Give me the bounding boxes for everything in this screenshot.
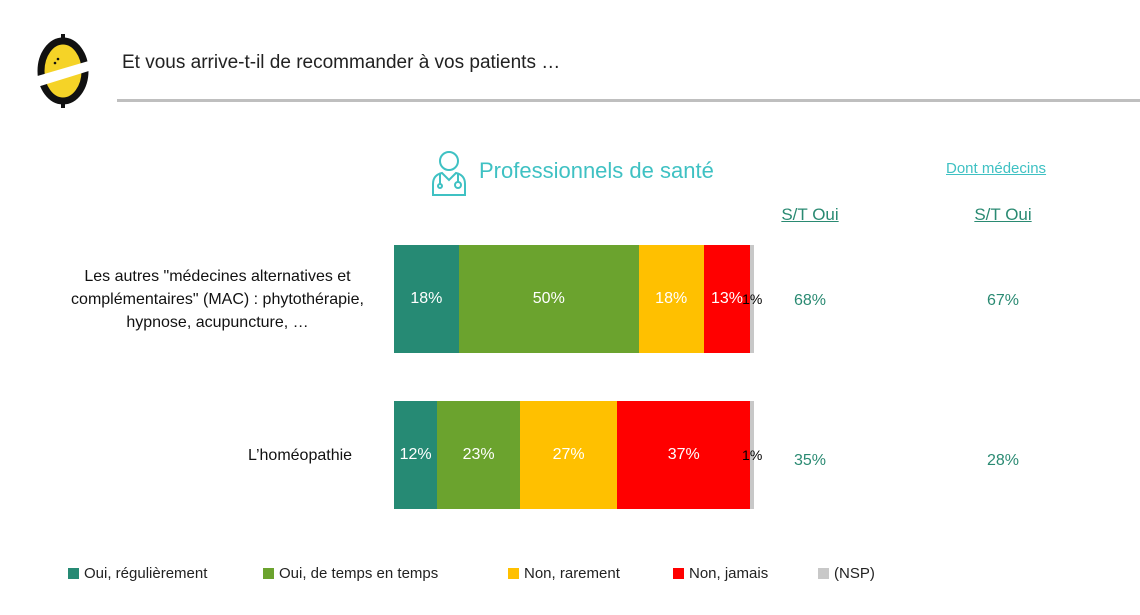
data-label: 1% [742,291,763,307]
chart-title: Professionnels de santé [479,158,714,183]
bar-row-mac: 18% 50% 18% 13% 1% [394,245,762,353]
legend-swatch [508,568,519,579]
legend-label: Non, rarement [524,565,620,582]
legend-item: Non, jamais [673,565,818,582]
legend-label: Non, jamais [689,565,769,582]
legend-swatch [673,568,684,579]
data-label: 12% [399,446,432,463]
dont-medecins-link[interactable]: Dont médecins [946,160,1047,177]
legend-item: (NSP) [818,565,898,582]
legend-label: Oui, régulièrement [84,565,208,582]
st-oui-header: S/T Oui [781,205,839,224]
data-label: 23% [462,446,495,463]
bar-segment: 1% [742,401,762,509]
bar-segment: 50% [458,245,639,353]
legend-label: (NSP) [834,565,875,582]
bar-segment: 37% [617,401,751,509]
bar-segment: 18% [394,245,459,353]
doctor-icon [430,148,468,201]
data-label: 13% [710,290,743,307]
bar-segment: 27% [519,401,618,509]
st-oui-value: 35% [793,452,827,469]
legend-item: Oui, régulièrement [68,565,263,582]
data-label: 18% [410,290,443,307]
legend-label: Oui, de temps en temps [279,565,439,582]
logo [34,32,92,115]
data-label: 1% [742,447,763,463]
medecins-st-oui-value: 67% [986,292,1020,309]
legend-swatch [68,568,79,579]
title-divider [117,99,1140,102]
medecins-st-oui-value: 28% [986,452,1020,469]
bar-segment: 1% [742,245,762,353]
bar-segment: 18% [638,245,704,353]
legend: Oui, régulièrement Oui, de temps en temps… [68,565,898,582]
medecins-st-oui-header: S/T Oui [974,205,1032,224]
legend-item: Non, rarement [508,565,673,582]
legend-swatch [818,568,829,579]
row-label-mac: Les autres "médecines alternatives et co… [71,268,364,331]
data-label: 50% [532,290,565,307]
data-label: 37% [667,446,700,463]
page-title: Et vous arrive-t-il de recommander à vos… [122,52,561,73]
row-label-homeopathie: L’homéopathie [247,447,353,464]
bar-row-homeopathie: 12% 23% 27% 37% 1% [394,401,762,509]
st-oui-value: 68% [793,292,827,309]
legend-swatch [263,568,274,579]
bar-segment: 12% [394,401,438,509]
legend-item: Oui, de temps en temps [263,565,508,582]
data-label: 27% [552,446,585,463]
data-label: 18% [655,290,688,307]
bar-segment: 23% [437,401,520,509]
bar-segment: 13% [703,245,751,353]
